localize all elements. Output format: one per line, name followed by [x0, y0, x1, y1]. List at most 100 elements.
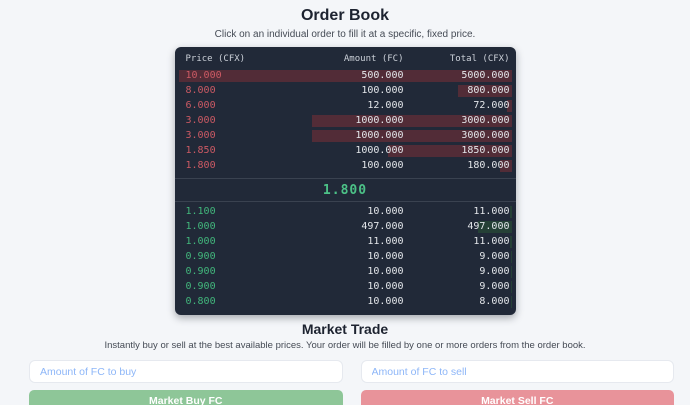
order-row[interactable]: 10.000 500.000 5000.000	[175, 68, 516, 83]
depth-bar	[510, 205, 512, 218]
order-total: 1850.000	[461, 145, 510, 156]
order-row[interactable]: 8.000 100.000 800.000	[175, 83, 516, 98]
order-total: 800.000	[467, 85, 510, 96]
order-amount: 12.000	[367, 100, 404, 111]
order-row[interactable]: 0.900 10.000 9.000	[175, 264, 516, 279]
depth-track	[179, 220, 512, 233]
order-amount: 500.000	[361, 70, 404, 81]
order-total: 3000.000	[461, 115, 510, 126]
order-amount: 497.000	[361, 221, 404, 232]
order-price: 1.850	[185, 145, 216, 156]
order-row[interactable]: 3.000 1000.000 3000.000	[175, 128, 516, 143]
depth-bar	[388, 144, 512, 157]
order-price: 0.900	[185, 266, 216, 277]
order-total: 8.000	[479, 296, 510, 307]
order-total: 11.000	[473, 236, 510, 247]
depth-bar	[510, 295, 512, 308]
mid-price: 1.800	[174, 178, 516, 202]
order-book-header: Price (CFX) Amount (FC) Total (CFX)	[175, 47, 516, 68]
order-book-table: Price (CFX) Amount (FC) Total (CFX) 10.0…	[174, 47, 516, 315]
order-amount: 1000.000	[355, 130, 404, 141]
order-price: 1.000	[185, 221, 216, 232]
depth-track	[179, 159, 512, 172]
order-price: 0.900	[185, 251, 216, 262]
depth-track	[179, 250, 512, 263]
depth-track	[179, 114, 512, 127]
market-trade-subtitle: Instantly buy or sell at the best availa…	[104, 340, 586, 351]
depth-track	[179, 99, 512, 112]
depth-bar	[178, 69, 512, 82]
order-price: 8.000	[185, 85, 216, 96]
order-amount: 10.000	[367, 281, 404, 292]
column-header-amount: Amount (FC)	[343, 54, 404, 64]
order-amount: 10.000	[367, 296, 404, 307]
depth-track	[179, 84, 512, 97]
market-sell-button[interactable]: Market Sell FC	[360, 390, 674, 405]
order-total: 11.000	[473, 206, 510, 217]
order-amount: 100.000	[361, 85, 404, 96]
order-total: 5000.000	[461, 70, 510, 81]
order-total: 3000.000	[461, 130, 510, 141]
market-buy-button[interactable]: Market Buy FC	[29, 390, 343, 405]
order-total: 9.000	[479, 281, 510, 292]
depth-bar	[311, 129, 512, 142]
order-book-subtitle: Click on an individual order to fill it …	[214, 29, 476, 40]
column-header-price: Price (CFX)	[185, 54, 246, 64]
market-trade-title: Market Trade	[301, 321, 389, 337]
depth-bar	[510, 280, 512, 293]
order-price: 1.000	[185, 236, 216, 247]
order-price: 1.800	[185, 160, 216, 171]
order-price: 3.000	[185, 115, 216, 126]
order-price: 1.100	[185, 206, 216, 217]
order-total: 72.000	[473, 100, 510, 111]
depth-track	[179, 295, 512, 308]
depth-bar	[510, 265, 512, 278]
order-row[interactable]: 6.000 12.000 72.000	[175, 98, 516, 113]
depth-track	[179, 129, 512, 142]
sell-orders: 10.000 500.000 5000.000 8.000 100.000 80…	[175, 68, 516, 173]
depth-bar	[311, 114, 512, 127]
order-amount: 100.000	[361, 160, 404, 171]
depth-track	[179, 235, 512, 248]
market-sell-column: Market Sell FC	[360, 360, 674, 405]
depth-track	[179, 280, 512, 293]
depth-track	[179, 265, 512, 278]
order-amount: 11.000	[367, 236, 404, 247]
order-price: 0.900	[185, 281, 216, 292]
depth-bar	[510, 250, 512, 263]
order-row[interactable]: 1.100 10.000 11.000	[175, 204, 516, 219]
order-row[interactable]: 1.850 1000.000 1850.000	[175, 143, 516, 158]
order-price: 3.000	[185, 130, 216, 141]
order-row[interactable]: 1.000 11.000 11.000	[175, 234, 516, 249]
depth-bar	[510, 235, 512, 248]
order-amount: 10.000	[367, 251, 404, 262]
order-row[interactable]: 0.800 10.000 8.000	[175, 294, 516, 309]
order-amount: 10.000	[367, 206, 404, 217]
order-total: 9.000	[479, 251, 510, 262]
depth-track	[179, 205, 512, 218]
market-trade-form: Market Buy FC Market Sell FC	[0, 360, 690, 405]
depth-bar	[478, 220, 512, 233]
order-total: 180.000	[467, 160, 510, 171]
order-row[interactable]: 1.800 100.000 180.000	[175, 158, 516, 173]
order-row[interactable]: 1.000 497.000 497.000	[175, 219, 516, 234]
depth-bar	[506, 99, 512, 112]
depth-track	[178, 69, 512, 82]
order-amount: 1000.000	[355, 145, 404, 156]
order-price: 0.800	[185, 296, 216, 307]
order-total: 497.000	[467, 221, 510, 232]
order-amount: 1000.000	[355, 115, 404, 126]
buy-amount-input[interactable]	[29, 360, 343, 383]
sell-amount-input[interactable]	[360, 360, 674, 383]
depth-bar	[499, 159, 512, 172]
order-price: 10.000	[185, 70, 222, 81]
order-total: 9.000	[479, 266, 510, 277]
order-row[interactable]: 3.000 1000.000 3000.000	[175, 113, 516, 128]
order-book-title: Order Book	[300, 7, 389, 24]
column-header-total: Total (CFX)	[449, 54, 510, 64]
order-row[interactable]: 0.900 10.000 9.000	[175, 249, 516, 264]
depth-bar	[458, 84, 512, 97]
order-row[interactable]: 0.900 10.000 9.000	[175, 279, 516, 294]
depth-track	[179, 144, 512, 157]
order-price: 6.000	[185, 100, 216, 111]
